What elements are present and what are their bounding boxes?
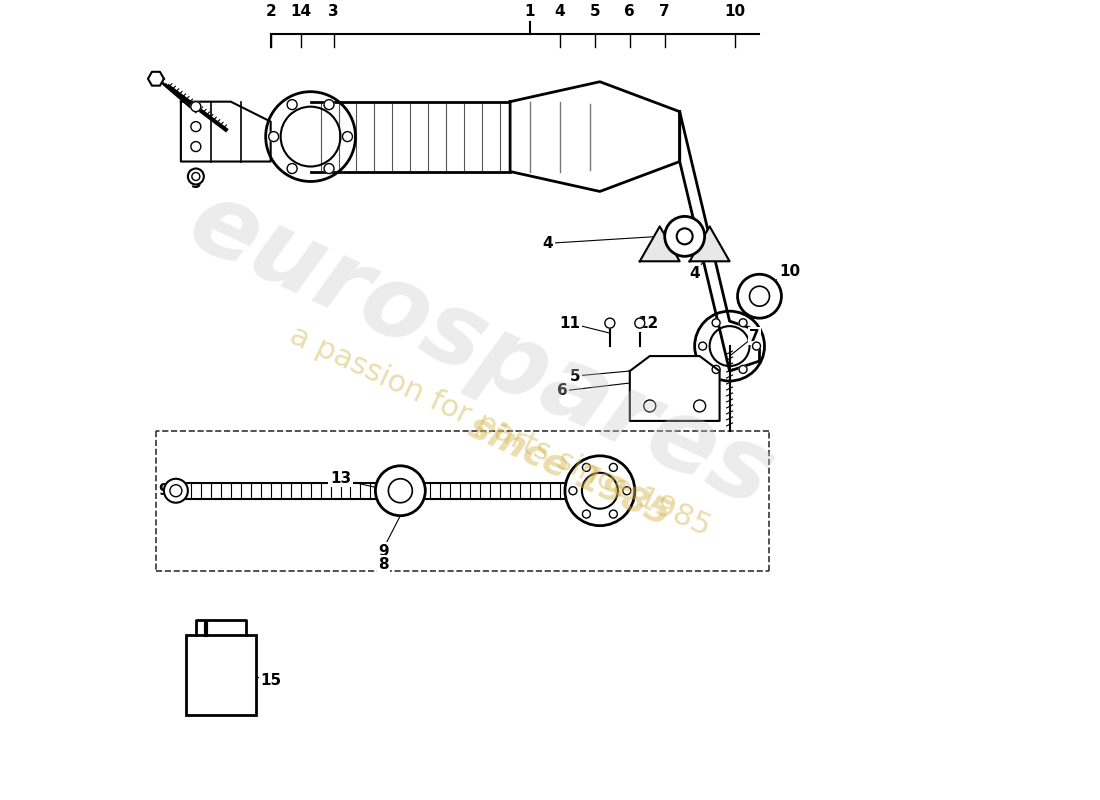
Circle shape [605, 318, 615, 328]
Bar [186, 635, 255, 715]
Circle shape [609, 510, 617, 518]
Circle shape [695, 311, 764, 381]
Circle shape [694, 400, 705, 412]
Text: since 1985: since 1985 [464, 409, 676, 532]
Circle shape [287, 163, 297, 174]
Circle shape [375, 466, 426, 516]
Polygon shape [180, 102, 271, 162]
Text: 9: 9 [158, 483, 169, 498]
Circle shape [635, 318, 645, 328]
Circle shape [738, 274, 781, 318]
Circle shape [739, 318, 747, 326]
Circle shape [287, 100, 297, 110]
Text: 15: 15 [260, 673, 282, 688]
Circle shape [191, 142, 201, 151]
Text: 12: 12 [637, 316, 659, 330]
Circle shape [712, 366, 720, 374]
Polygon shape [148, 72, 164, 86]
Circle shape [268, 131, 278, 142]
Circle shape [739, 366, 747, 374]
Text: 3: 3 [328, 4, 339, 19]
Text: 4: 4 [542, 236, 553, 251]
Circle shape [188, 169, 204, 185]
Text: 1: 1 [525, 4, 536, 19]
Text: 6: 6 [557, 383, 568, 398]
Circle shape [266, 92, 355, 182]
Circle shape [752, 342, 760, 350]
Circle shape [664, 216, 705, 256]
Polygon shape [510, 82, 680, 191]
Text: 10: 10 [724, 4, 745, 19]
Polygon shape [680, 112, 759, 371]
Polygon shape [630, 356, 719, 421]
Text: 7: 7 [659, 4, 670, 19]
Polygon shape [690, 226, 729, 262]
Circle shape [582, 463, 591, 471]
Text: 6: 6 [625, 4, 635, 19]
Text: 8: 8 [378, 557, 388, 571]
Bar [186, 635, 255, 715]
Circle shape [569, 486, 576, 494]
Text: 5: 5 [190, 176, 201, 191]
Text: 4: 4 [554, 4, 565, 19]
Circle shape [609, 463, 617, 471]
Circle shape [698, 342, 706, 350]
Text: 9: 9 [378, 543, 388, 558]
Circle shape [582, 510, 591, 518]
Text: eurospares: eurospares [173, 174, 788, 529]
Text: 4: 4 [690, 266, 700, 281]
Text: 14: 14 [290, 4, 311, 19]
Text: 5: 5 [570, 369, 581, 383]
Circle shape [644, 400, 656, 412]
Text: 11: 11 [560, 316, 581, 330]
Circle shape [565, 456, 635, 526]
Circle shape [191, 102, 201, 112]
Text: 7: 7 [749, 329, 760, 344]
Text: 10: 10 [779, 264, 800, 278]
Circle shape [164, 478, 188, 502]
Text: 13: 13 [330, 470, 351, 486]
Circle shape [342, 131, 352, 142]
Text: 2: 2 [265, 4, 276, 19]
Text: 5: 5 [590, 4, 601, 19]
Bar [310, 102, 510, 171]
Circle shape [191, 122, 201, 131]
Circle shape [712, 318, 720, 326]
Text: a passion for parts since 1985: a passion for parts since 1985 [285, 320, 715, 542]
Circle shape [324, 100, 334, 110]
Circle shape [324, 163, 334, 174]
Circle shape [623, 486, 630, 494]
Polygon shape [640, 226, 680, 262]
